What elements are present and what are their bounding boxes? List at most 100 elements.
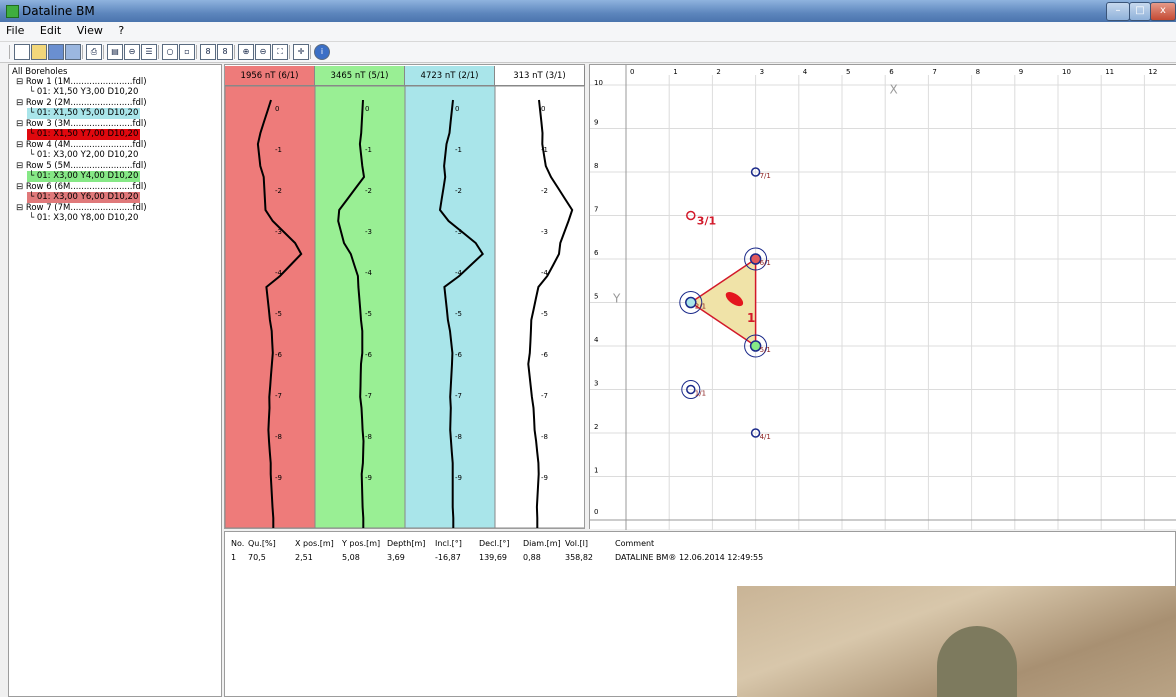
map-view[interactable]: 0 1 2 3 4 5 6 7 8 9 10 11 12 10 9 8 7 6 5 4 3 2 1 0 X Y 1 1/1 2/1 3/1… xyxy=(589,64,1176,530)
maximize-button[interactable]: □ xyxy=(1129,2,1151,21)
menu-help[interactable]: ? xyxy=(118,24,125,37)
save-icon[interactable] xyxy=(48,44,64,60)
log-curve-2 xyxy=(337,99,366,528)
depth-label: -1 xyxy=(455,146,462,154)
borehole-ring xyxy=(681,380,701,399)
export-icon[interactable] xyxy=(65,44,81,60)
table-header[interactable]: Diam.[m] xyxy=(523,539,561,548)
new-icon[interactable] xyxy=(14,44,30,60)
depth-label: -5 xyxy=(455,310,462,318)
depth-label: -7 xyxy=(275,392,282,400)
table-cell: 5,08 xyxy=(342,553,360,562)
y-tick-label: 2 xyxy=(594,423,598,431)
table-header[interactable]: Depth[m] xyxy=(387,539,426,548)
menu-file[interactable]: File xyxy=(6,24,25,37)
x-axis-label: X xyxy=(890,83,898,97)
square-icon[interactable]: ▫ xyxy=(179,44,195,60)
link-icon[interactable]: ⊖ xyxy=(124,44,140,60)
depth-label: -3 xyxy=(541,228,548,236)
tree-borehole-7[interactable]: └ 01: X3,00 Y8,00 D10,20 xyxy=(29,213,139,223)
print-icon[interactable]: ⎙ xyxy=(86,44,102,60)
table-header[interactable]: Vol.[l] xyxy=(565,539,588,548)
depth-label: -6 xyxy=(365,351,373,359)
boreholes-icon[interactable]: ▤ xyxy=(107,44,123,60)
borehole-marker-4-1 xyxy=(750,428,761,438)
zoom-out-icon[interactable]: ⊖ xyxy=(255,44,271,60)
log-track-3 xyxy=(404,85,496,528)
tree-row-6[interactable]: ⊟ Row 6 (6M.......................fdl) xyxy=(16,182,147,192)
table-cell: -16,87 xyxy=(435,553,461,562)
depth-label: -9 xyxy=(541,474,548,482)
open-icon[interactable] xyxy=(31,44,47,60)
title-bar: Dataline BM – □ x xyxy=(0,0,1176,22)
menu-edit[interactable]: Edit xyxy=(39,24,62,37)
tree-row-2[interactable]: ⊟ Row 2 (2M.......................fdl) xyxy=(16,98,147,108)
tree-borehole-6[interactable]: └ 01: X3,00 Y6,00 D10,20 xyxy=(27,192,141,203)
depth-label: -2 xyxy=(541,187,548,195)
close-button[interactable]: x xyxy=(1150,2,1176,21)
table-header[interactable]: Incl.[°] xyxy=(435,539,462,548)
depth-label: -7 xyxy=(541,392,548,400)
table-cell: 70,5 xyxy=(248,553,266,562)
tree-borehole-3[interactable]: └ 01: X1,50 Y7,00 D10,20 xyxy=(27,129,141,140)
x-tick-label: 11 xyxy=(1105,68,1114,76)
info-icon[interactable]: i xyxy=(314,44,330,60)
table-header[interactable]: Comment xyxy=(615,539,655,548)
depth-label: -6 xyxy=(541,351,549,359)
tree-borehole-4[interactable]: └ 01: X3,00 Y2,00 D10,20 xyxy=(29,150,139,160)
y-tick-label: 3 xyxy=(594,380,598,388)
calc-icon[interactable]: 8 xyxy=(200,44,216,60)
tree-row-7[interactable]: ⊟ Row 7 (7M.......................fdl) xyxy=(16,203,147,213)
log-track-4 xyxy=(494,85,584,528)
depth-label: -6 xyxy=(275,351,283,359)
app-icon xyxy=(6,5,19,18)
tree-row-1[interactable]: ⊟ Row 1 (1M.......................fdl) xyxy=(16,77,147,87)
menu-view[interactable]: View xyxy=(76,24,103,37)
log-panel: 0 -1 -2 -3 -4 -5 -6 -7 -8 -9 0 -1 -2 -3 -4 -5 -6 -7 -8 -9 0 -… xyxy=(224,64,585,529)
crosshair-icon[interactable]: ✛ xyxy=(293,44,309,60)
borehole-ring xyxy=(679,291,703,314)
tree-borehole-5[interactable]: └ 01: X3,00 Y4,00 D10,20 xyxy=(27,171,141,182)
table-cell: 139,69 xyxy=(479,553,507,562)
calc2-icon[interactable]: 8 xyxy=(217,44,233,60)
tree-row-3[interactable]: ⊟ Row 3 (3M.......................fdl) xyxy=(16,119,147,129)
x-tick-label: 12 xyxy=(1148,68,1157,76)
borehole-ring xyxy=(744,247,768,271)
depth-label: -8 xyxy=(275,433,282,441)
table-cell: DATALINE BM® 12.06.2014 12:49:55 xyxy=(615,553,764,562)
table-header[interactable]: Decl.[°] xyxy=(479,539,510,548)
table-cell: 2,51 xyxy=(295,553,313,562)
zoom-fit-icon[interactable]: ⛶ xyxy=(272,44,288,60)
triangle-label: 1 xyxy=(747,311,755,325)
table-header[interactable]: No. xyxy=(231,539,245,548)
table-header[interactable]: Qu.[%] xyxy=(248,539,276,548)
table-header[interactable]: X pos.[m] xyxy=(295,539,334,548)
y-tick-label: 1 xyxy=(594,467,598,475)
circle-icon[interactable]: ○ xyxy=(162,44,178,60)
y-tick-label: 4 xyxy=(594,336,599,344)
x-tick-label: 0 xyxy=(630,68,634,76)
tree-root[interactable]: All Boreholes xyxy=(12,67,68,77)
borehole-label: 1/1 xyxy=(695,390,706,398)
minimize-button[interactable]: – xyxy=(1106,2,1130,21)
table-header[interactable]: Y pos.[m] xyxy=(342,539,381,548)
depth-label: -4 xyxy=(541,269,549,277)
borehole-marker-7-1 xyxy=(750,167,761,177)
photo-overlay xyxy=(737,586,1176,697)
zoom-in-icon[interactable]: ⊕ xyxy=(238,44,254,60)
x-tick-label: 4 xyxy=(803,68,808,76)
log-track-header: 1956 nT (6/1) xyxy=(225,66,315,86)
map-canvas[interactable]: 0 1 2 3 4 5 6 7 8 9 10 11 12109876543210XY11/12/13/1… xyxy=(590,65,1176,530)
depth-label: -1 xyxy=(275,146,282,154)
depth-label: -3 xyxy=(455,228,462,236)
menu-bar: File Edit View ? xyxy=(0,22,1176,42)
located-object xyxy=(725,291,744,307)
table-cell: 358,82 xyxy=(565,553,593,562)
tree-row-5[interactable]: ⊟ Row 5 (5M.......................fdl) xyxy=(16,161,147,171)
tree-borehole-2[interactable]: └ 01: X1,50 Y5,00 D10,20 xyxy=(27,108,141,119)
grid-icon[interactable]: ☰ xyxy=(141,44,157,60)
borehole-tree[interactable]: All Boreholes ⊟ Row 1 (1M...............… xyxy=(8,64,222,697)
tree-borehole-1[interactable]: └ 01: X1,50 Y3,00 D10,20 xyxy=(29,87,139,97)
depth-label: -5 xyxy=(541,310,548,318)
tree-row-4[interactable]: ⊟ Row 4 (4M.......................fdl) xyxy=(16,140,147,150)
